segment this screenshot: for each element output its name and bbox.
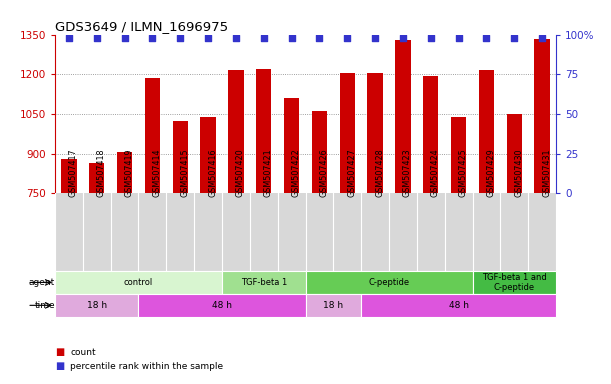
Point: [398, 35, 408, 41]
Bar: [200, 117, 216, 193]
Bar: [145, 78, 160, 193]
Text: 18 h: 18 h: [87, 301, 107, 310]
Point: [203, 35, 213, 41]
Point: [175, 35, 185, 41]
Text: GSM507419: GSM507419: [125, 149, 134, 197]
Bar: [312, 111, 327, 193]
Text: GSM507426: GSM507426: [320, 149, 329, 197]
Text: GSM507424: GSM507424: [431, 149, 440, 197]
Bar: [395, 40, 411, 193]
Bar: [139, 294, 306, 317]
Text: time: time: [34, 301, 55, 310]
Point: [315, 35, 324, 41]
Bar: [451, 117, 466, 193]
Text: TGF-beta 1: TGF-beta 1: [241, 278, 287, 287]
Bar: [423, 76, 439, 193]
Text: count: count: [70, 348, 96, 357]
Point: [287, 35, 296, 41]
Bar: [306, 271, 472, 294]
Text: GSM507416: GSM507416: [208, 149, 217, 197]
Text: percentile rank within the sample: percentile rank within the sample: [70, 362, 224, 371]
Text: GDS3649 / ILMN_1696975: GDS3649 / ILMN_1696975: [55, 20, 228, 33]
Bar: [507, 114, 522, 193]
Point: [426, 35, 436, 41]
Bar: [117, 152, 132, 193]
Bar: [55, 271, 222, 294]
Bar: [256, 69, 271, 193]
Point: [370, 35, 380, 41]
Bar: [284, 98, 299, 193]
Bar: [367, 73, 382, 193]
Text: GSM507423: GSM507423: [403, 149, 412, 197]
Point: [120, 35, 130, 41]
Text: GSM507427: GSM507427: [347, 149, 356, 197]
Text: GSM507422: GSM507422: [291, 149, 301, 197]
Bar: [55, 294, 139, 317]
Bar: [535, 38, 550, 193]
Text: GSM507417: GSM507417: [69, 149, 78, 197]
Bar: [306, 294, 361, 317]
Text: agent: agent: [29, 278, 55, 287]
Text: GSM507420: GSM507420: [236, 149, 245, 197]
Text: GSM507415: GSM507415: [180, 149, 189, 197]
Point: [537, 35, 547, 41]
Text: control: control: [124, 278, 153, 287]
Point: [64, 35, 74, 41]
Text: GSM507418: GSM507418: [97, 149, 106, 197]
Bar: [340, 73, 355, 193]
Bar: [472, 271, 556, 294]
Text: GSM507430: GSM507430: [514, 149, 523, 197]
Point: [510, 35, 519, 41]
Point: [481, 35, 491, 41]
Text: ■: ■: [55, 361, 64, 371]
Text: GSM507429: GSM507429: [486, 149, 496, 197]
Text: 18 h: 18 h: [323, 301, 343, 310]
Point: [342, 35, 352, 41]
Point: [454, 35, 464, 41]
Bar: [479, 70, 494, 193]
Text: GSM507431: GSM507431: [542, 149, 551, 197]
Text: C-peptide: C-peptide: [368, 278, 409, 287]
Point: [259, 35, 269, 41]
Point: [92, 35, 101, 41]
Text: GSM507421: GSM507421: [264, 149, 273, 197]
Text: GSM507414: GSM507414: [152, 149, 161, 197]
Text: 48 h: 48 h: [212, 301, 232, 310]
Point: [231, 35, 241, 41]
Bar: [222, 271, 306, 294]
Text: TGF-beta 1 and
C-peptide: TGF-beta 1 and C-peptide: [482, 273, 547, 292]
Point: [147, 35, 157, 41]
Text: 48 h: 48 h: [448, 301, 469, 310]
Bar: [61, 159, 76, 193]
Bar: [361, 294, 556, 317]
Text: ■: ■: [55, 347, 64, 357]
Bar: [89, 163, 104, 193]
Text: GSM507425: GSM507425: [459, 149, 467, 197]
Text: GSM507428: GSM507428: [375, 149, 384, 197]
Bar: [229, 70, 244, 193]
Bar: [172, 121, 188, 193]
